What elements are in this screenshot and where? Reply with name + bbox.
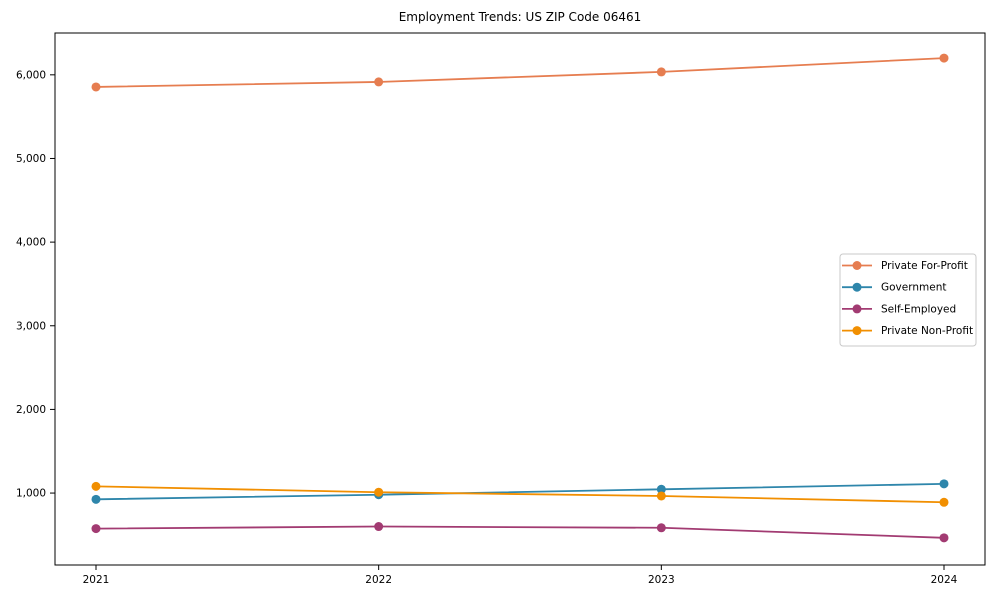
series-line-government [95,482,945,501]
series-line-private-for-profit [95,57,945,88]
legend-marker [852,304,862,314]
y-tick-label: 2,000 [16,404,46,416]
data-point-private-for-profit-2024 [939,53,949,63]
chart-title: Employment Trends: US ZIP Code 06461 [398,10,642,24]
series-line-private-non-profit [95,485,945,504]
data-point-government-2023 [656,484,666,494]
data-point-self-employed-2022 [374,522,384,532]
legend-marker [852,326,862,336]
legend-label: Private Non-Profit [881,325,973,337]
legend-box [839,253,977,347]
data-point-government-2024 [939,479,949,489]
data-point-private-non-profit-2023 [656,491,666,501]
data-point-private-non-profit-2021 [91,481,101,491]
legend-label: Self-Employed [881,303,956,315]
plot-frame [54,32,986,566]
data-point-self-employed-2024 [939,533,949,543]
legend-label: Government [881,282,946,294]
data-point-private-for-profit-2023 [656,67,666,77]
data-point-self-employed-2021 [91,524,101,534]
y-tick-label: 3,000 [16,320,46,332]
series-private-for-profit [91,53,949,92]
x-tick-label: 2022 [365,574,392,586]
x-axis: 2021 2022 2023 2024 [83,565,958,586]
legend-item-private-for-profit: Private For-Profit [842,260,968,272]
series-self-employed [91,522,949,543]
y-tick-label: 1,000 [16,488,46,500]
y-tick-label: 4,000 [16,237,46,249]
legend-marker [852,261,862,270]
series-private-non-profit [91,481,949,507]
y-axis: 1,000 2,000 3,000 4,000 5,000 6,000 [16,69,55,500]
x-tick-label: 2021 [83,574,110,586]
x-tick-label: 2023 [648,574,675,586]
data-point-private-non-profit-2022 [374,487,384,497]
data-point-private-non-profit-2024 [939,497,949,507]
legend-marker [852,282,862,292]
y-tick-label: 5,000 [16,153,46,165]
legend-item-self-employed: Self-Employed [842,303,956,315]
x-tick-label: 2024 [931,574,958,586]
data-point-private-for-profit-2021 [91,82,101,92]
legend-label: Private For-Profit [881,260,968,272]
data-point-self-employed-2023 [656,523,666,533]
legend: Private For-Profit Government Self-Employe… [839,253,977,347]
y-tick-label: 6,000 [16,69,46,81]
legend-item-private-non-profit: Private Non-Profit [842,325,973,337]
legend-item-government: Government [842,282,946,294]
data-point-government-2021 [91,494,101,504]
data-point-private-for-profit-2022 [374,77,384,87]
series-line-self-employed [95,525,945,539]
